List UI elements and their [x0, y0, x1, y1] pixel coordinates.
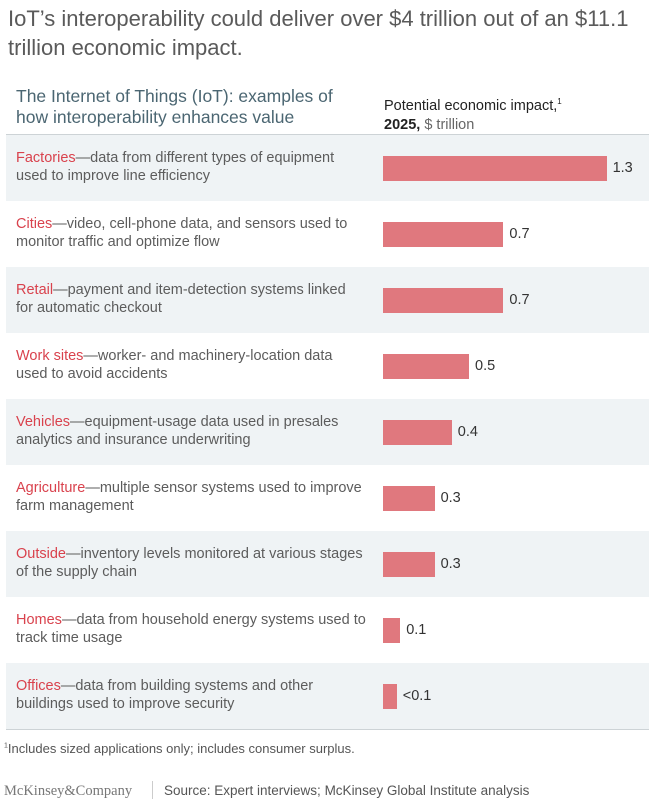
value-header: Potential economic impact,1 2025, $ tril…	[384, 92, 562, 135]
data-label: 0.7	[509, 292, 530, 308]
bar-row: Vehicles—equipment-usage data used in pr…	[6, 399, 649, 465]
bar-row: Cities—video, cell-phone data, and senso…	[6, 201, 649, 267]
row-description: Offices—data from building systems and o…	[16, 677, 366, 713]
bar	[383, 552, 435, 577]
bar	[383, 684, 397, 709]
data-label: 0.5	[475, 358, 496, 374]
row-description: Cities—video, cell-phone data, and senso…	[16, 215, 366, 251]
category-description: —payment and item-detection systems link…	[16, 282, 346, 316]
data-label: 1.3	[612, 160, 633, 176]
mckinsey-logo: McKinsey&Company	[4, 783, 133, 799]
bar-row: Outside—inventory levels monitored at va…	[6, 531, 649, 597]
chart-title: IoT’s interoperability could deliver ove…	[8, 6, 629, 60]
data-label: 0.4	[457, 424, 478, 440]
category-label: Cities	[16, 216, 53, 232]
category-description: —data from household energy systems used…	[16, 612, 366, 646]
bar-row: Retail—payment and item-detection system…	[6, 267, 649, 333]
bar-rows: Factories—data from different types of e…	[6, 134, 649, 730]
category-label: Offices	[16, 678, 61, 694]
footnote-text: Includes sized applications only; includ…	[7, 741, 355, 756]
bar	[383, 156, 607, 181]
bar	[383, 618, 401, 643]
row-description: Factories—data from different types of e…	[16, 149, 366, 185]
category-label: Factories	[16, 150, 76, 166]
data-label: 0.1	[406, 622, 427, 638]
data-label: 0.3	[440, 490, 461, 506]
category-label: Outside	[16, 546, 66, 562]
category-description: —data from different types of equipment …	[16, 150, 335, 184]
data-label: <0.1	[402, 688, 432, 704]
bar	[383, 288, 504, 313]
bar-row: Factories—data from different types of e…	[6, 135, 649, 201]
row-description: Agriculture—multiple sensor systems used…	[16, 479, 366, 515]
bar	[383, 420, 452, 445]
row-description: Work sites—worker- and machinery-locatio…	[16, 347, 366, 383]
row-description: Retail—payment and item-detection system…	[16, 281, 366, 317]
category-label: Retail	[16, 282, 54, 298]
data-label: 0.7	[509, 226, 530, 242]
category-label: Work sites	[16, 348, 84, 364]
footnote-ref: 1	[557, 97, 562, 106]
value-header-unit: $ trillion	[424, 116, 475, 133]
row-description: Outside—inventory levels monitored at va…	[16, 545, 366, 581]
value-header-text: Potential economic impact,	[384, 97, 558, 114]
source-note: Source: Expert interviews; McKinsey Glob…	[164, 783, 530, 798]
category-description: —inventory levels monitored at various s…	[16, 546, 363, 580]
row-description: Homes—data from household energy systems…	[16, 611, 366, 647]
category-description: —equipment-usage data used in presales a…	[16, 414, 339, 448]
category-description: —worker- and machinery-location data use…	[16, 348, 333, 382]
category-description: —data from building systems and other bu…	[16, 678, 314, 712]
bar	[383, 222, 504, 247]
category-description: —video, cell-phone data, and sensors use…	[16, 216, 348, 250]
category-label: Agriculture	[16, 480, 86, 496]
bar-row: Homes—data from household energy systems…	[6, 597, 649, 663]
divider	[152, 781, 153, 799]
data-label: 0.3	[440, 556, 461, 572]
footnote-mark: 1	[4, 742, 8, 750]
left-header: The Internet of Things (IoT): examples o…	[16, 86, 333, 127]
footnote: 1Includes sized applications only; inclu…	[4, 741, 355, 756]
category-label: Homes	[16, 612, 62, 628]
bar-row: Work sites—worker- and machinery-locatio…	[6, 333, 649, 399]
bar	[383, 354, 469, 379]
row-description: Vehicles—equipment-usage data used in pr…	[16, 413, 366, 449]
category-label: Vehicles	[16, 414, 71, 430]
bar-row: Offices—data from building systems and o…	[6, 663, 649, 729]
bar	[383, 486, 435, 511]
bar-row: Agriculture—multiple sensor systems used…	[6, 465, 649, 531]
category-description: —multiple sensor systems used to improve…	[16, 480, 362, 514]
value-header-year: 2025,	[384, 116, 421, 133]
